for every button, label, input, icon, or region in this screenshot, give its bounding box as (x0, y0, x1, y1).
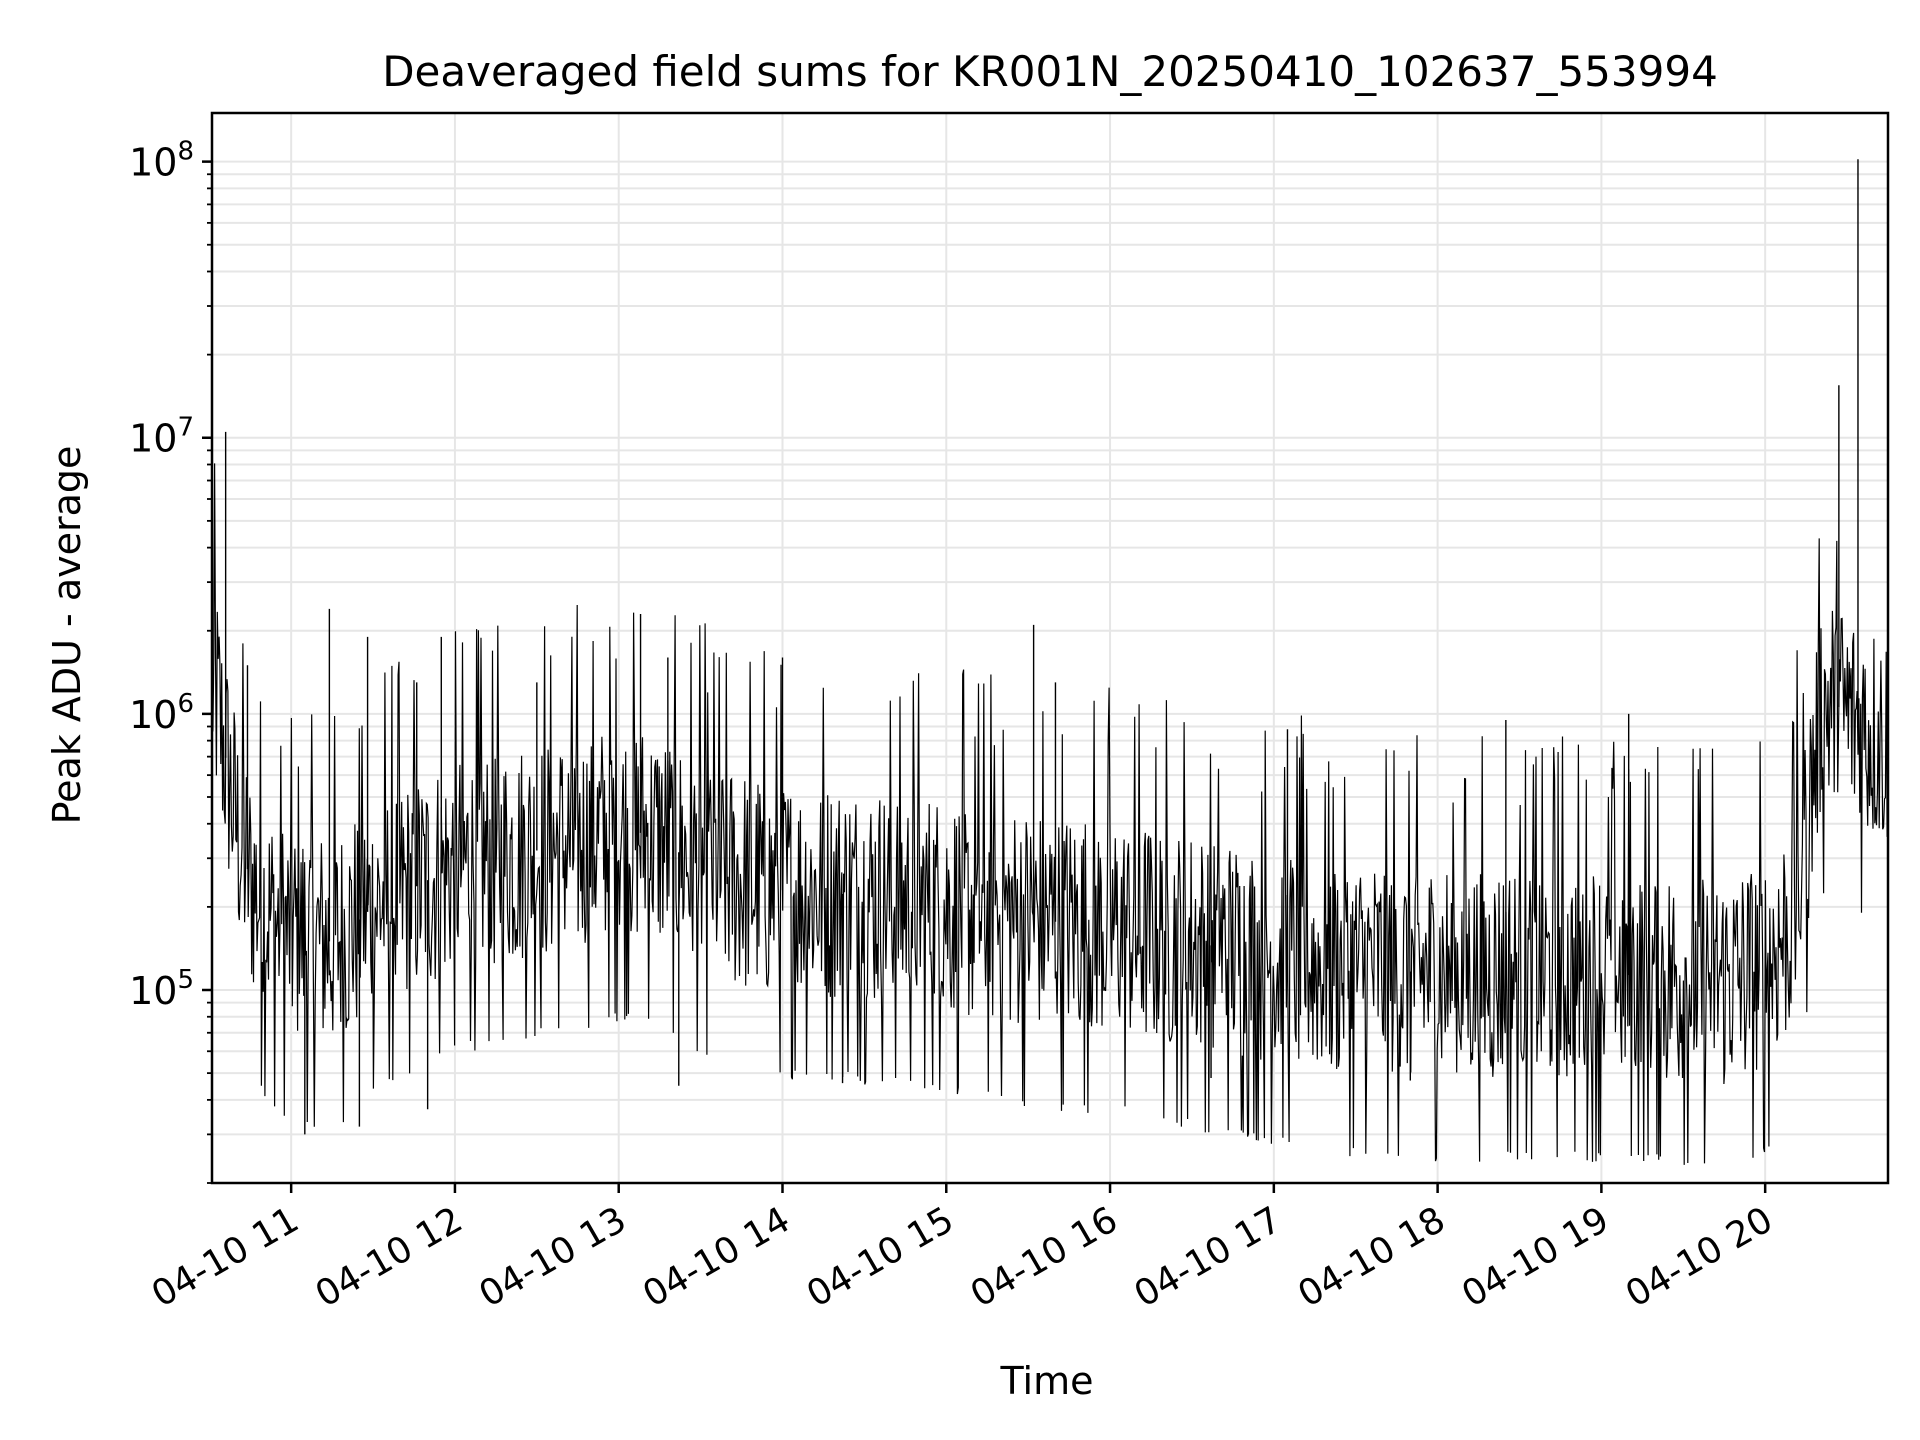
x-axis-label: Time (1000, 1359, 1094, 1403)
data-line (211, 463, 1889, 1165)
y-tick-label: 108 (129, 137, 194, 185)
chart-title: Deaveraged field sums for KR001N_2025041… (382, 47, 1718, 96)
plot-frame (210, 111, 1890, 1185)
y-axis-label: Peak ADU - average (45, 446, 89, 825)
